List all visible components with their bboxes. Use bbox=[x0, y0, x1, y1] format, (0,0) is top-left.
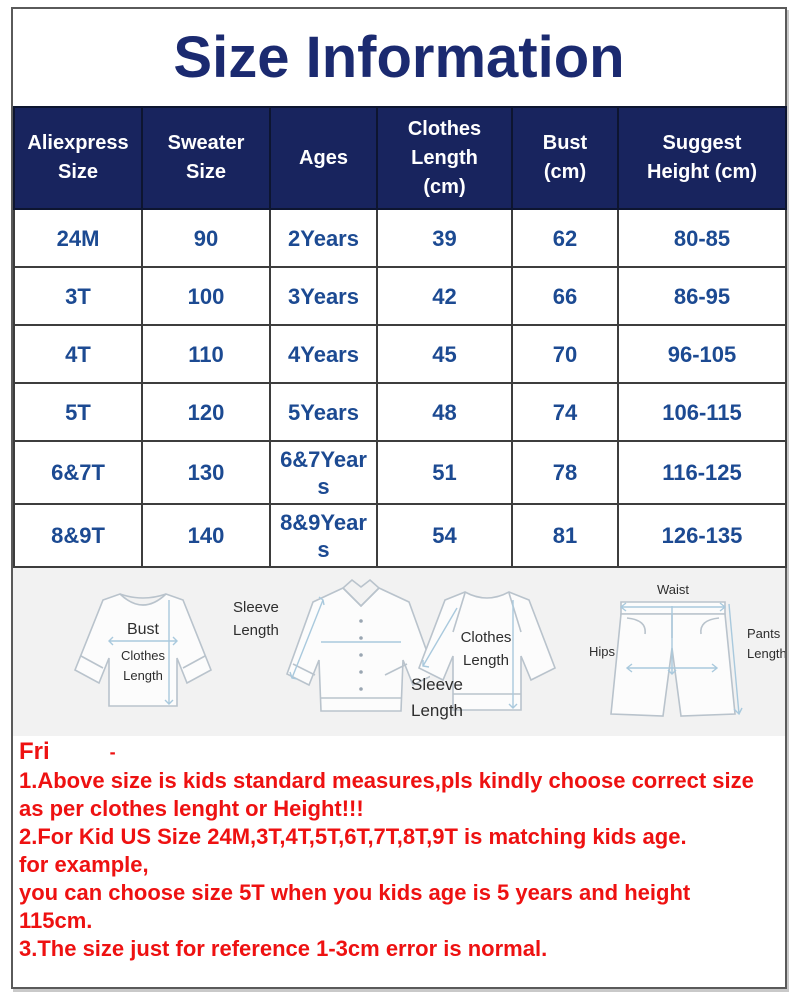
clothes-length-label: Clothes Length bbox=[460, 629, 512, 670]
table-cell: 5T bbox=[13, 382, 143, 442]
title-band: Size Information bbox=[13, 9, 785, 106]
sleeve-length-label: Sleeve Length bbox=[411, 675, 463, 721]
table-cell: 8&9Years bbox=[269, 503, 378, 568]
shirt-sketch-drawing bbox=[286, 578, 436, 712]
table-header-row: Aliexpress Size Sweater Size Ages Clothe… bbox=[13, 106, 787, 210]
column-header-suggest-height: Suggest Height (cm) bbox=[617, 106, 787, 210]
pants-diagram: Waist Hips Pants Length bbox=[589, 576, 785, 728]
table-cell: 78 bbox=[511, 440, 619, 505]
table-cell: 130 bbox=[141, 440, 271, 505]
table-cell: 6&7Years bbox=[269, 440, 378, 505]
column-header-sweater-size: Sweater Size bbox=[141, 106, 271, 210]
waist-label: Waist bbox=[656, 582, 690, 597]
bust-label: Bust bbox=[126, 621, 159, 638]
table-cell: 140 bbox=[141, 503, 271, 568]
table-cell: 81 bbox=[511, 503, 619, 568]
outer-frame: Size Information Aliexpress Size Sweater… bbox=[11, 7, 787, 989]
table-cell: 126-135 bbox=[617, 503, 787, 568]
table-cell: 106-115 bbox=[617, 382, 787, 442]
measurement-diagram-panel: Bust Clothes Length bbox=[13, 568, 785, 736]
column-header-bust: Bust (cm) bbox=[511, 106, 619, 210]
table-cell: 45 bbox=[376, 324, 513, 384]
table-cell: 90 bbox=[141, 208, 271, 268]
column-header-ages: Ages bbox=[269, 106, 378, 210]
note-line: you can choose size 5T when you kids age… bbox=[19, 880, 691, 905]
raglan-sweater-diagram: Clothes Length Sleeve Length bbox=[403, 580, 583, 728]
note-line: 115cm. bbox=[19, 908, 93, 933]
size-table: Aliexpress Size Sweater Size Ages Clothe… bbox=[13, 106, 787, 568]
table-cell: 48 bbox=[376, 382, 513, 442]
table-cell: 3Years bbox=[269, 266, 378, 326]
table-cell: 5Years bbox=[269, 382, 378, 442]
table-cell: 51 bbox=[376, 440, 513, 505]
note-line: 3.The size just for reference 1-3cm erro… bbox=[19, 936, 548, 961]
table-cell: 116-125 bbox=[617, 440, 787, 505]
table-cell: 74 bbox=[511, 382, 619, 442]
pants-length-label: Pants Length bbox=[747, 626, 785, 662]
table-cell: 6&7T bbox=[13, 440, 143, 505]
note-fragment-text: Fri bbox=[19, 738, 50, 765]
table-row: 3T 100 3Years 42 66 86-95 bbox=[13, 266, 787, 326]
pants-sketch-drawing bbox=[610, 601, 743, 717]
note-line: for example, bbox=[19, 852, 149, 877]
table-cell: 24M bbox=[13, 208, 143, 268]
column-header-clothes-length: Clothes Length (cm) bbox=[376, 106, 513, 210]
table-cell: 2Years bbox=[269, 208, 378, 268]
sleeve-length-label: Sleeve Length bbox=[233, 599, 279, 640]
column-header-aliexpress-size: Aliexpress Size bbox=[13, 106, 143, 210]
table-cell: 54 bbox=[376, 503, 513, 568]
table-cell: 120 bbox=[141, 382, 271, 442]
shirt-diagram: Sleeve Length bbox=[233, 576, 436, 726]
table-row: 6&7T 130 6&7Years 51 78 116-125 bbox=[13, 440, 787, 505]
table-cell: 4Years bbox=[269, 324, 378, 384]
raglan-sketch-drawing bbox=[417, 591, 557, 711]
table-row: 24M 90 2Years 39 62 80-85 bbox=[13, 208, 787, 268]
table-cell: 86-95 bbox=[617, 266, 787, 326]
table-row: 4T 110 4Years 45 70 96-105 bbox=[13, 324, 787, 384]
table-cell: 62 bbox=[511, 208, 619, 268]
table-cell: 4T bbox=[13, 324, 143, 384]
note-fragment-line: Fri - bbox=[19, 737, 779, 767]
table-row: 8&9T 140 8&9Years 54 81 126-135 bbox=[13, 503, 787, 568]
table-cell: 80-85 bbox=[617, 208, 787, 268]
table-cell: 110 bbox=[141, 324, 271, 384]
note-line: as per clothes lenght or Height!!! bbox=[19, 796, 364, 821]
clothes-length-label: Clothes Length bbox=[120, 648, 166, 684]
table-cell: 66 bbox=[511, 266, 619, 326]
note-fragment-mark: - bbox=[109, 742, 116, 762]
table-row: 5T 120 5Years 48 74 106-115 bbox=[13, 382, 787, 442]
note-line: 2.For Kid US Size 24M,3T,4T,5T,6T,7T,8T,… bbox=[19, 824, 687, 849]
table-cell: 42 bbox=[376, 266, 513, 326]
table-cell: 100 bbox=[141, 266, 271, 326]
table-cell: 3T bbox=[13, 266, 143, 326]
page-title: Size Information bbox=[173, 25, 625, 90]
table-cell: 70 bbox=[511, 324, 619, 384]
note-line: 1.Above size is kids standard measures,p… bbox=[19, 768, 754, 793]
sweater-diagram: Bust Clothes Length bbox=[65, 584, 225, 724]
table-cell: 96-105 bbox=[617, 324, 787, 384]
table-cell: 8&9T bbox=[13, 503, 143, 568]
sweater-sketch-drawing bbox=[73, 593, 213, 707]
hips-label: Hips bbox=[589, 644, 616, 659]
notes-section: Fri - 1.Above size is kids standard measu… bbox=[13, 736, 785, 963]
table-cell: 39 bbox=[376, 208, 513, 268]
